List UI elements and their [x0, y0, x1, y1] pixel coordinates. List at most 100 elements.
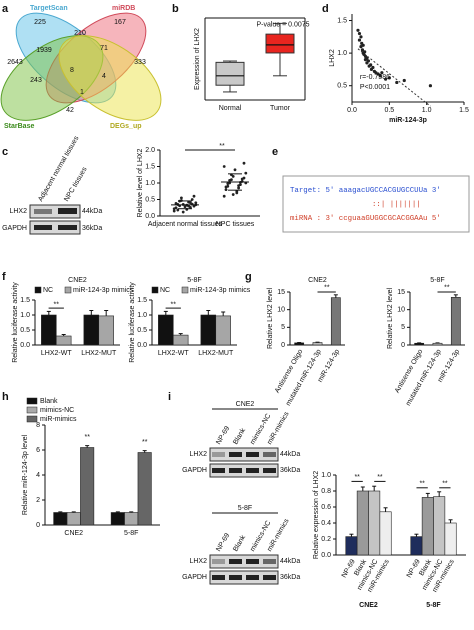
point [222, 165, 226, 168]
size-label: 36kDa [82, 225, 102, 232]
lane-label: Blank [232, 534, 247, 553]
point [380, 71, 384, 75]
legend-swatch [34, 286, 42, 294]
y-tick-label: 0.8 [321, 488, 331, 495]
bar [356, 490, 369, 556]
band [246, 575, 259, 580]
point [224, 188, 228, 192]
venn-count: 333 [134, 59, 146, 66]
bar [124, 512, 139, 526]
venn-set-label: miRDB [112, 5, 135, 12]
y-tick-label: 2.0 [145, 147, 155, 154]
y-tick-label: 0 [36, 522, 40, 529]
panel-label: h [2, 391, 9, 403]
point [365, 56, 369, 60]
point [384, 77, 388, 81]
point [222, 194, 226, 198]
y-tick-label: 1.5 [337, 17, 347, 24]
venn-shapes [0, 12, 162, 121]
bar [414, 342, 425, 346]
band [229, 559, 242, 564]
bar [110, 512, 125, 526]
point [369, 63, 373, 67]
y-tick-label: 15 [397, 289, 405, 296]
bar [432, 342, 443, 346]
bar [83, 314, 100, 346]
annotation: P-value = 0.0075 [256, 21, 309, 28]
trend-line [357, 48, 431, 107]
point [172, 209, 176, 213]
lane-label: NP-69 [215, 532, 231, 553]
venn-set-label: TargetScan [30, 5, 68, 12]
point [361, 43, 365, 47]
point [356, 28, 360, 32]
legend-swatch [26, 406, 38, 414]
point [181, 210, 185, 214]
size-label: 36kDa [280, 574, 300, 581]
point [357, 38, 362, 42]
y-tick-label: 0.6 [321, 504, 331, 511]
venn-count: 1939 [36, 47, 52, 54]
x-axis-label: miR-124-3p [389, 117, 427, 124]
legend-label: miR-124-3p mimics [73, 287, 134, 294]
venn-count: 167 [114, 19, 126, 26]
point [224, 185, 228, 189]
x-tick-label: 1.5 [459, 107, 469, 114]
band [246, 559, 259, 564]
point [231, 175, 235, 178]
bar [444, 522, 457, 556]
point [172, 207, 176, 211]
point [174, 202, 178, 205]
panel-label: c [2, 146, 8, 158]
point [192, 194, 196, 198]
y-tick-label: 8 [36, 422, 40, 429]
annotation: ** [444, 285, 450, 292]
point [402, 78, 406, 83]
point [378, 74, 382, 78]
y-tick-label: 0.5 [20, 327, 30, 334]
point [360, 48, 365, 52]
x-tick-label: CNE2 [359, 602, 378, 609]
y-tick-label: 0.0 [321, 552, 331, 559]
lane-label: Blank [232, 427, 247, 446]
bar [410, 536, 423, 556]
point [180, 196, 183, 200]
legend-label: miR-124-3p mimics [190, 287, 251, 294]
chart-title: 5-8F [187, 277, 201, 284]
point [376, 72, 380, 76]
point [242, 161, 246, 165]
protein-label: GAPDH [182, 467, 207, 474]
size-label: 44kDa [82, 208, 102, 215]
band [246, 468, 259, 473]
legend-swatch [151, 286, 159, 294]
blot-frame [209, 447, 279, 462]
point [387, 76, 391, 80]
size-label: 44kDa [280, 558, 300, 565]
panel-label: i [168, 391, 171, 403]
bar [172, 334, 189, 346]
y-tick-label: 0.0 [20, 342, 30, 349]
y-tick-label: 0 [281, 342, 285, 349]
band [58, 208, 77, 214]
annotation: P<0.0001 [360, 84, 390, 91]
chart-title: CNE2 [68, 277, 87, 284]
bar-label: NP-69 [341, 558, 357, 579]
bar [433, 496, 446, 556]
y-tick-label: 4 [36, 472, 40, 479]
band [263, 559, 276, 564]
venn-count: 243 [30, 77, 42, 84]
x-tick-label: Tumor [270, 105, 291, 112]
y-tick-label: 1.0 [137, 312, 147, 319]
x-tick-label: 0.0 [347, 107, 357, 114]
band [229, 452, 242, 457]
y-tick-label: 10 [277, 307, 285, 314]
venn-count: 225 [34, 19, 46, 26]
y-tick-label: 5 [401, 324, 405, 331]
bar [53, 512, 68, 526]
y-tick-label: 0.2 [321, 536, 331, 543]
y-axis-label: Relative level of LHX2 [137, 148, 144, 217]
venn-set-label: DEGs_up [110, 123, 142, 130]
sequence-target: Target: 5' aaagacUGCCACGUGCCUUa 3' [290, 187, 441, 195]
y-tick-label: 10 [397, 307, 405, 314]
x-tick-label: 0.5 [384, 107, 394, 114]
